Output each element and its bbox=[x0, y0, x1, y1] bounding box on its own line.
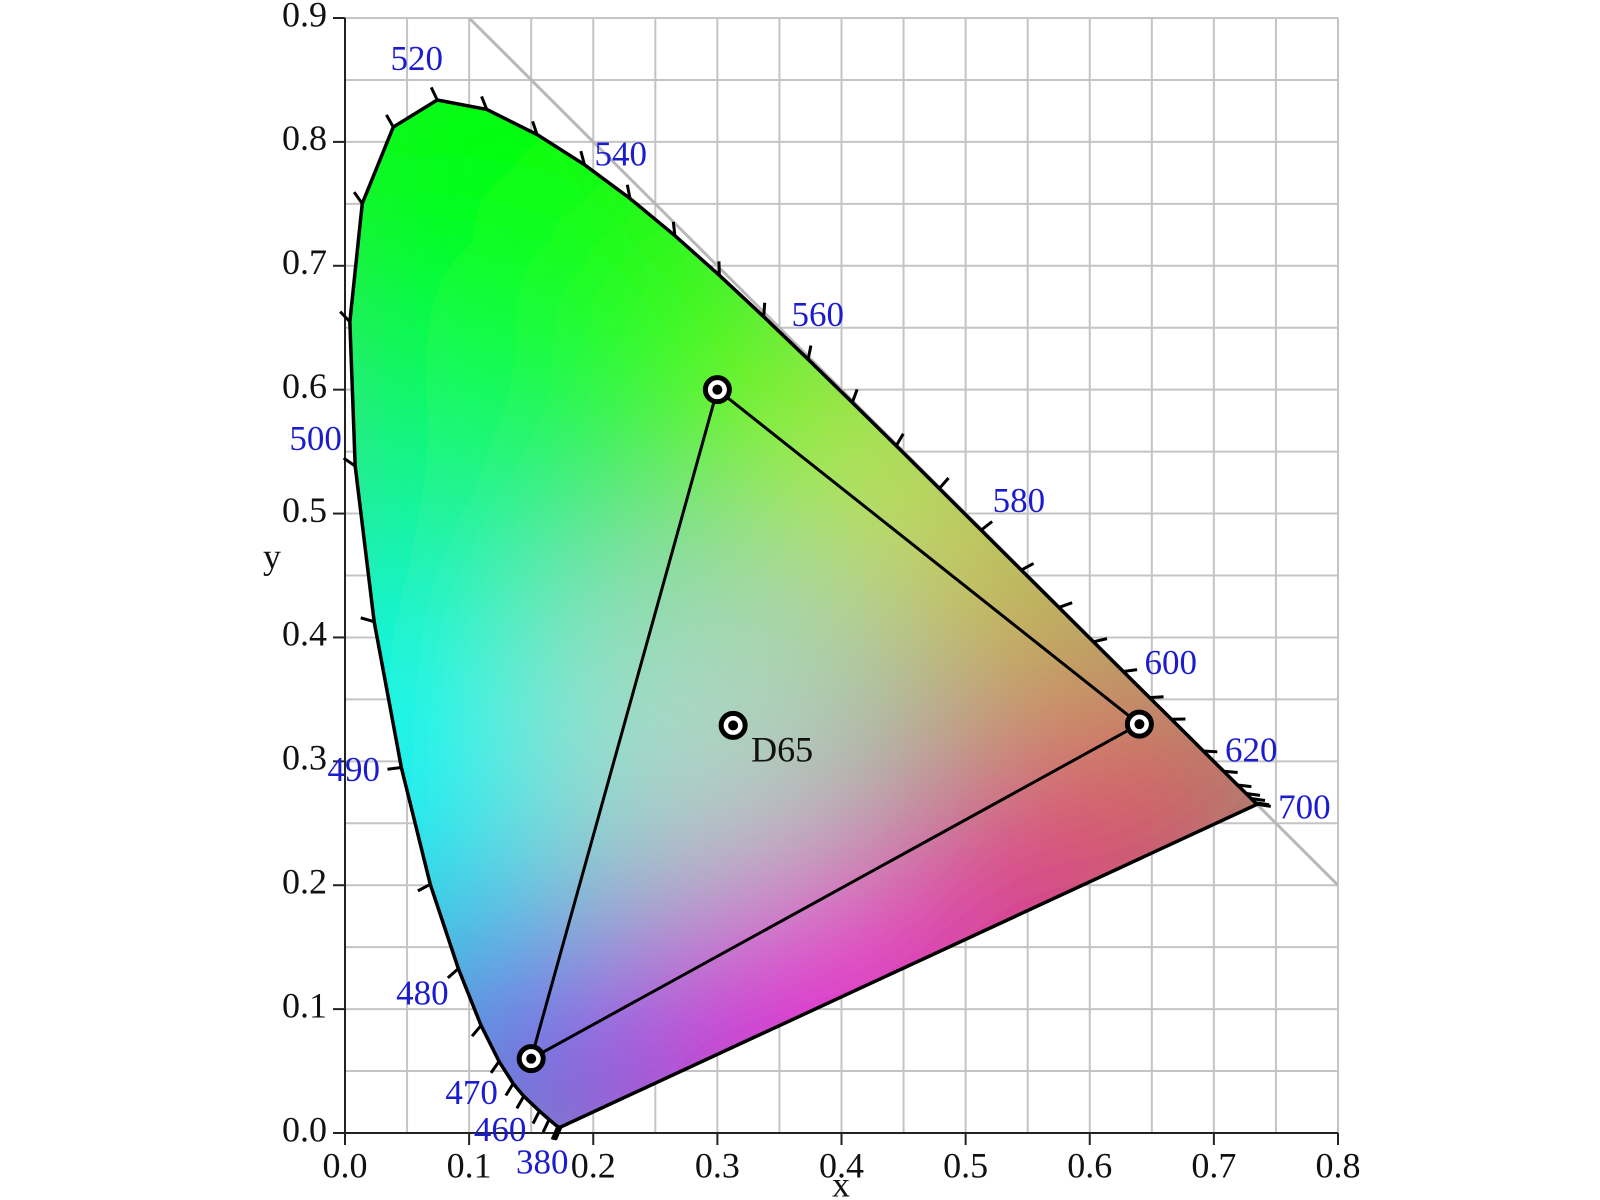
y-tick-label: 0.2 bbox=[282, 861, 327, 901]
wavelength-label: 470 bbox=[445, 1073, 498, 1112]
wavelength-tick bbox=[342, 456, 357, 468]
wavelength-tick bbox=[1149, 695, 1164, 700]
wavelength-label: 480 bbox=[396, 973, 449, 1012]
wavelength-tick bbox=[417, 883, 431, 893]
wavelength-tick bbox=[1058, 601, 1073, 609]
wavelength-tick bbox=[480, 95, 489, 110]
wavelength-label: 560 bbox=[791, 295, 844, 334]
y-tick-label: 0.8 bbox=[282, 118, 327, 158]
wavelength-label: 540 bbox=[595, 134, 648, 173]
white-point-dot bbox=[728, 720, 739, 731]
wavelength-tick bbox=[980, 520, 994, 532]
wavelength-label: 700 bbox=[1278, 788, 1331, 827]
wavelength-tick bbox=[1093, 637, 1108, 644]
wavelength-tick bbox=[1123, 668, 1138, 673]
primary-point-dot bbox=[1134, 719, 1145, 730]
wavelength-tick bbox=[1203, 749, 1218, 754]
wavelength-tick bbox=[1020, 562, 1035, 572]
wavelength-tick bbox=[515, 1095, 526, 1110]
y-tick-label: 0.9 bbox=[282, 0, 327, 34]
wavelength-label: 380 bbox=[516, 1142, 569, 1181]
wavelength-tick bbox=[504, 1082, 515, 1097]
wavelength-tick bbox=[1256, 802, 1272, 808]
primary-point-dot bbox=[712, 384, 723, 395]
y-tick-label: 0.4 bbox=[282, 614, 327, 654]
white-point-label: D65 bbox=[751, 730, 813, 770]
wavelength-tick bbox=[1237, 783, 1252, 789]
wavelength-tick bbox=[550, 1126, 560, 1141]
x-tick-label: 0.0 bbox=[323, 1145, 368, 1185]
wavelength-tick bbox=[531, 120, 539, 136]
wavelength-tick bbox=[894, 432, 905, 447]
wavelength-tick bbox=[446, 967, 460, 980]
wavelength-tick bbox=[352, 191, 364, 205]
wavelength-tick bbox=[1223, 769, 1238, 775]
x-tick-label: 0.5 bbox=[943, 1145, 988, 1185]
primary-point-dot bbox=[526, 1053, 537, 1064]
wavelength-tick bbox=[553, 1126, 562, 1141]
wavelength-tick bbox=[541, 1118, 551, 1133]
wavelength-label: 490 bbox=[327, 750, 380, 789]
spectral-locus bbox=[348, 98, 1260, 1129]
y-tick-label: 0.5 bbox=[282, 490, 327, 530]
x-tick-label: 0.3 bbox=[695, 1145, 740, 1185]
y-tick-label: 0.6 bbox=[282, 366, 327, 406]
color-blob bbox=[630, 637, 805, 812]
gamut-triangle bbox=[528, 387, 1143, 1062]
wavelength-tick bbox=[387, 766, 402, 771]
x-tick-label: 0.4 bbox=[819, 1145, 864, 1185]
wavelength-tick bbox=[531, 1110, 541, 1125]
wavelength-tick bbox=[762, 302, 767, 317]
wavelength-tick bbox=[938, 476, 950, 490]
y-axis-label: y bbox=[263, 536, 281, 576]
x-tick-label: 0.2 bbox=[571, 1145, 616, 1185]
x-tick-label: 0.7 bbox=[1191, 1145, 1236, 1185]
wavelength-tick bbox=[470, 1024, 483, 1038]
wavelength-tick bbox=[1245, 792, 1261, 797]
wavelength-label: 460 bbox=[474, 1110, 527, 1149]
wavelength-tick bbox=[850, 388, 859, 404]
color-blob bbox=[1114, 686, 1257, 886]
wavelength-label: 520 bbox=[390, 39, 443, 78]
x-tick-label: 0.1 bbox=[447, 1145, 492, 1185]
wavelength-label: 580 bbox=[993, 481, 1046, 520]
wavelength-tick bbox=[1250, 797, 1266, 802]
y-tick-label: 0.0 bbox=[282, 1109, 327, 1149]
wavelength-tick bbox=[339, 310, 351, 323]
wavelength-tick bbox=[806, 345, 813, 360]
wavelength-tick bbox=[579, 150, 586, 166]
color-blob bbox=[804, 401, 979, 576]
color-blob bbox=[349, 364, 569, 663]
wavelength-tick bbox=[671, 221, 677, 236]
wavelength-label: 600 bbox=[1145, 643, 1198, 682]
wavelength-tick bbox=[489, 1060, 501, 1074]
y-tick-label: 0.7 bbox=[282, 242, 327, 282]
wavelength-tick bbox=[625, 184, 632, 199]
wavelength-tick bbox=[429, 86, 439, 101]
x-axis-label: x bbox=[832, 1164, 850, 1200]
x-tick-label: 0.8 bbox=[1316, 1145, 1361, 1185]
y-tick-label: 0.1 bbox=[282, 985, 327, 1025]
x-tick-label: 0.6 bbox=[1067, 1145, 1112, 1185]
wavelength-tick bbox=[385, 114, 395, 128]
wavelength-label: 500 bbox=[289, 419, 342, 458]
wavelength-tick bbox=[360, 616, 375, 624]
wavelength-label: 620 bbox=[1225, 730, 1278, 769]
y-tick-label: 0.3 bbox=[282, 738, 327, 778]
